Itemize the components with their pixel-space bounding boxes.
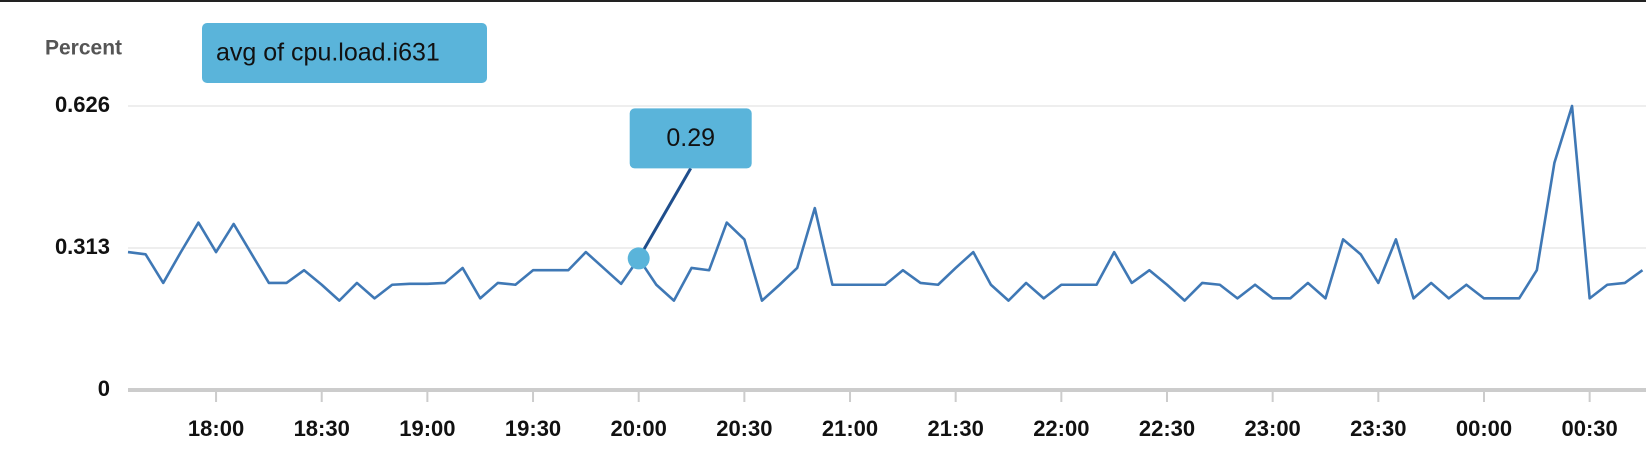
y-tick-label: 0.313 [55,234,110,259]
x-tick-label: 19:00 [399,416,455,441]
x-tick-label: 22:00 [1033,416,1089,441]
y-axis-label: Percent [45,37,122,60]
x-tick-label: 23:00 [1245,416,1301,441]
series-line [127,104,1644,302]
legend-label: avg of cpu.load.i631 [216,39,440,67]
x-tick-label: 00:00 [1456,416,1512,441]
x-tick-label: 22:30 [1139,416,1195,441]
tooltip-box [629,108,752,169]
x-tick-label: 21:30 [928,416,984,441]
legend-box [202,23,487,83]
tooltip-point [627,247,650,270]
x-tick-label: 00:30 [1562,416,1618,441]
y-tick-label: 0 [98,376,110,401]
x-tick-label: 18:00 [188,416,244,441]
x-tick-label: 20:00 [611,416,667,441]
x-tick-label: 21:00 [822,416,878,441]
tooltip-connector [637,167,692,260]
tooltip-label: 0.29 [666,124,715,152]
x-tick-label: 23:30 [1350,416,1406,441]
y-tick-label: 0.626 [55,92,110,117]
x-tick-label: 20:30 [716,416,772,441]
top-border [0,0,1646,2]
x-tick-label: 18:30 [294,416,350,441]
x-tick-label: 19:30 [505,416,561,441]
